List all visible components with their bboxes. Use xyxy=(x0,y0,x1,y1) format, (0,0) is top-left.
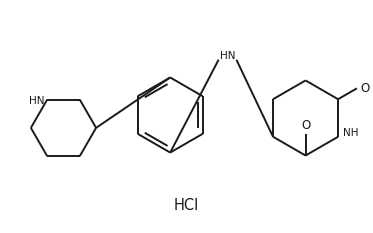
Text: O: O xyxy=(301,119,310,132)
Text: HN: HN xyxy=(220,51,235,61)
Text: NH: NH xyxy=(343,128,359,138)
Text: O: O xyxy=(360,82,369,95)
Text: HN: HN xyxy=(29,96,44,106)
Text: HCl: HCl xyxy=(173,199,199,213)
